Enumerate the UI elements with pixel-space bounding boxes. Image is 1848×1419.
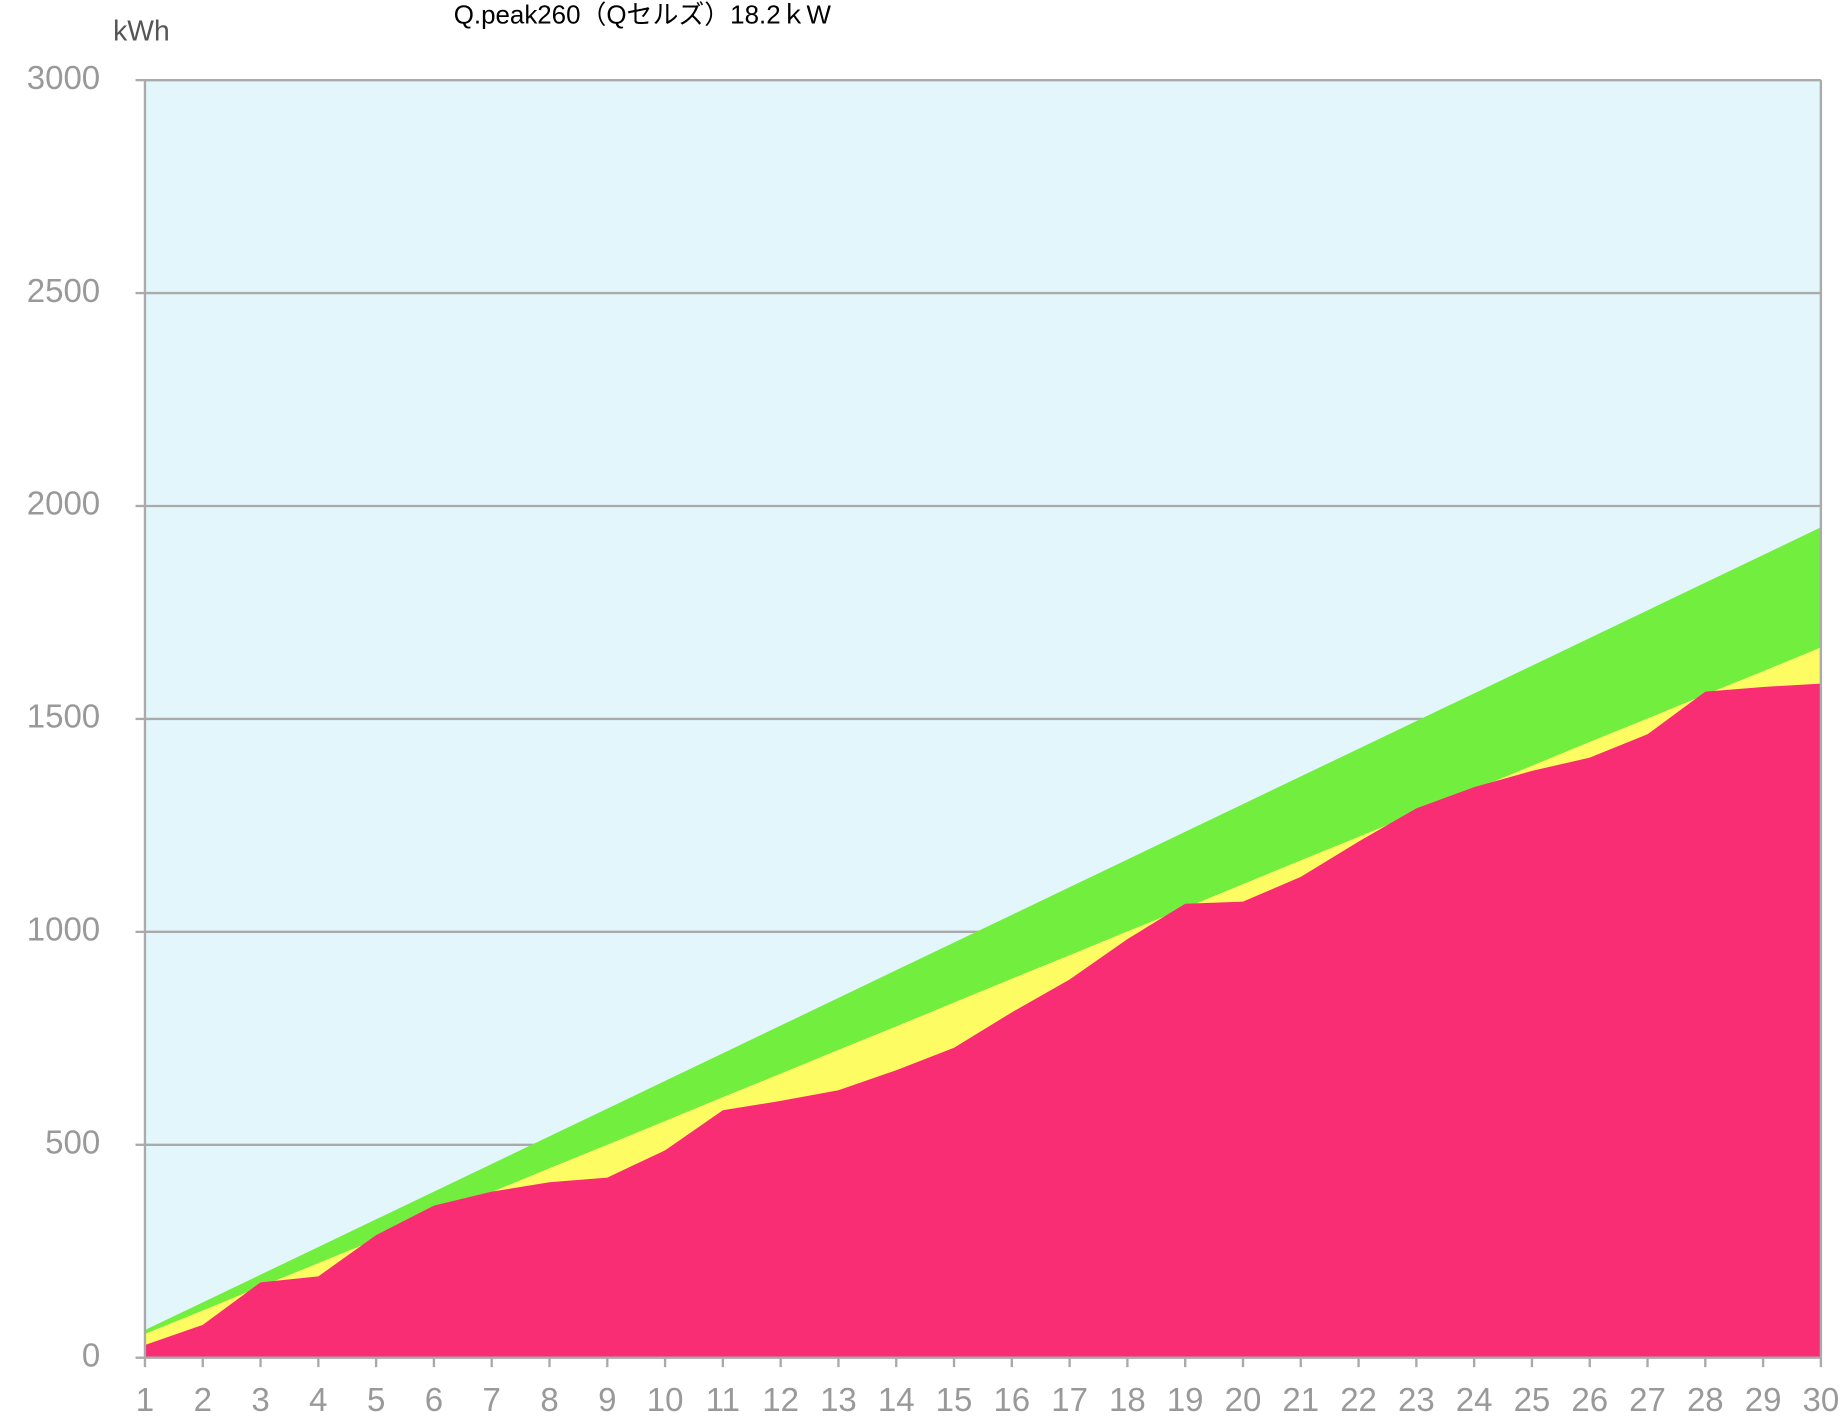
area (144, 683, 1821, 1358)
x-tick-label: 28 (1687, 1381, 1724, 1418)
x-tick-label: 9 (598, 1381, 616, 1418)
x-tick-label: 26 (1571, 1381, 1608, 1418)
x-tick-label: 7 (483, 1381, 501, 1418)
x-tick-label: 24 (1456, 1381, 1493, 1418)
x-tick-label: 21 (1282, 1381, 1319, 1418)
x-tick-label: 13 (820, 1381, 857, 1418)
y-tick-label: 3000 (27, 59, 100, 96)
x-tick-label: 27 (1629, 1381, 1666, 1418)
x-tick-label: 11 (706, 1381, 740, 1418)
x-tick-label: 14 (878, 1381, 915, 1418)
x-tick-label: 16 (993, 1381, 1030, 1418)
x-tick-label: 4 (309, 1381, 327, 1418)
x-tick-label: 5 (367, 1381, 385, 1418)
y-tick-label: 500 (45, 1124, 100, 1161)
y-tick-label: 0 (82, 1336, 100, 1373)
x-tick-label: 17 (1051, 1381, 1088, 1418)
x-tick-label: 25 (1514, 1381, 1551, 1418)
x-tick-label: 8 (540, 1381, 558, 1418)
x-tick-label: 29 (1745, 1381, 1782, 1418)
x-tick-label: 2 (194, 1381, 212, 1418)
x-tick-label: 1 (136, 1381, 154, 1418)
y-tick-label: 2500 (27, 272, 100, 309)
y-tick-label: 1500 (27, 698, 100, 735)
x-tick-label: 12 (762, 1381, 799, 1418)
x-tick-label: 6 (425, 1381, 443, 1418)
x-tick-label: 30 (1803, 1381, 1840, 1418)
y-axis-unit: kWh (113, 14, 170, 46)
x-tick-label: 19 (1167, 1381, 1204, 1418)
x-tick-label: 18 (1109, 1381, 1146, 1418)
y-tick-label: 1000 (27, 911, 100, 948)
y-tick-label: 2000 (27, 485, 100, 522)
x-tick-label: 3 (251, 1381, 269, 1418)
x-tick-label: 20 (1225, 1381, 1262, 1418)
chart-title: Q.peak260（Qセルズ）18.2ｋW (454, 0, 832, 29)
x-tick-label: 22 (1340, 1381, 1377, 1418)
x-tick-label: 10 (647, 1381, 684, 1418)
x-tick-label: 15 (936, 1381, 973, 1418)
x-tick-label: 23 (1398, 1381, 1435, 1418)
